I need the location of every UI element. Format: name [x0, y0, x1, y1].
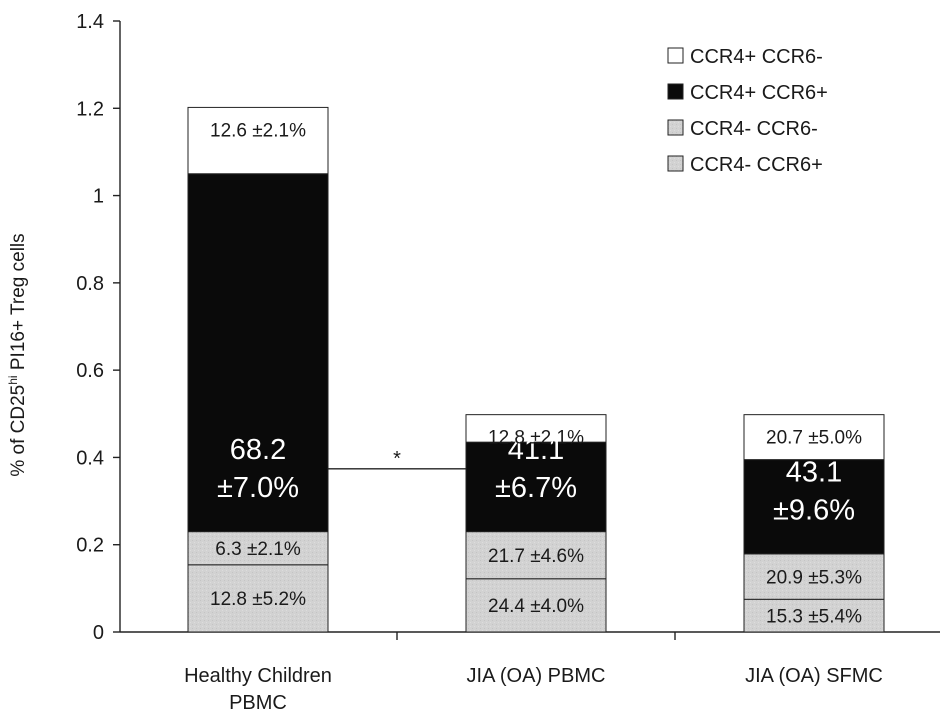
bar-segment	[743, 553, 885, 600]
y-tick-label: 0.4	[76, 447, 104, 469]
y-tick-label: 0.6	[76, 360, 104, 382]
bar-value-label: 43.1 ±9.6%	[773, 456, 855, 526]
y-axis: 0 0.2 0.4 0.6 0.8 1 1.2 1.4	[76, 11, 121, 644]
legend-label: CCR4- CCR6+	[690, 154, 823, 176]
bar-segment	[187, 106, 329, 175]
bar-segment	[465, 414, 607, 443]
bar-segment	[743, 414, 885, 461]
legend-swatch	[667, 47, 684, 64]
bar-value-label: 21.7 ±4.6%	[488, 546, 584, 567]
bar-value-label: 12.8 ±5.2%	[210, 589, 306, 610]
legend-swatch	[667, 83, 684, 100]
bar-value-label: 20.7 ±5.0%	[766, 427, 862, 448]
bar-segment	[743, 459, 885, 555]
bar-segment	[187, 564, 329, 633]
x-axis: Healthy Children PBMC JIA (OA) PBMC JIA (OA…	[120, 631, 940, 714]
legend-swatch	[667, 119, 684, 136]
y-tick-label: 0	[93, 622, 104, 644]
legend-label: CCR4- CCR6-	[690, 118, 818, 140]
bar-value-label: 24.4 ±4.0%	[488, 596, 584, 617]
x-tick-label: Healthy Children PBMC	[184, 665, 332, 714]
bars: 12.8 ±5.2% 6.3 ±2.1% 68.2 ±7.0% 12.6 ±2.1% 24…	[187, 106, 885, 633]
legend-label: CCR4+ CCR6+	[690, 82, 828, 104]
y-tick-label: 0.2	[76, 535, 104, 557]
bar-segment	[465, 531, 607, 580]
y-tick-label: 1.4	[76, 11, 104, 33]
bar-value-label: 12.6 ±2.1%	[210, 120, 306, 141]
bar-segment	[465, 578, 607, 633]
legend-swatch	[667, 155, 684, 172]
bar-segment	[465, 441, 607, 533]
y-axis-label: % of CD25hi PI16+ Treg cells	[6, 233, 29, 476]
y-tick-label: 1.2	[76, 98, 104, 120]
legend-label: CCR4+ CCR6-	[690, 46, 823, 68]
x-tick-label: JIA (OA) PBMC	[467, 665, 606, 687]
legend: CCR4+ CCR6- CCR4+ CCR6+ CCR4- CCR6- CCR4- C…	[667, 46, 828, 176]
bar-value-label: 15.3 ±5.4%	[766, 606, 862, 627]
bar-value-label: 41.1 ±6.7%	[495, 434, 577, 504]
bar-value-label: 12.8 ±2.1%	[488, 427, 584, 448]
bar-value-label: 68.2 ±7.0%	[217, 434, 299, 504]
x-tick-label: JIA (OA) SFMC	[745, 665, 883, 687]
bar-value-label: 20.9 ±5.3%	[766, 567, 862, 588]
annotations: *	[328, 448, 466, 470]
significance-marker: *	[393, 448, 401, 470]
bar-value-label: 6.3 ±2.1%	[215, 539, 301, 560]
y-tick-label: 0.8	[76, 273, 104, 295]
y-tick-label: 1	[93, 186, 104, 208]
